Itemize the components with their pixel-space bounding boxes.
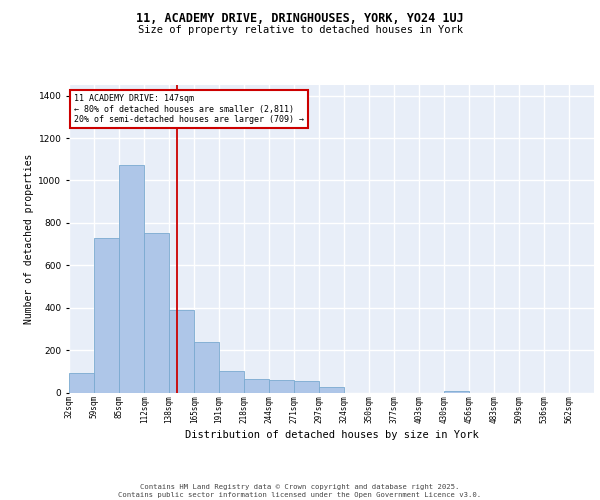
Text: Size of property relative to detached houses in York: Size of property relative to detached ho…	[137, 25, 463, 35]
Y-axis label: Number of detached properties: Number of detached properties	[24, 154, 34, 324]
Bar	[319, 387, 344, 392]
Bar	[119, 164, 144, 392]
Bar	[69, 374, 94, 392]
X-axis label: Distribution of detached houses by size in York: Distribution of detached houses by size …	[185, 430, 478, 440]
Bar	[244, 378, 269, 392]
Bar	[269, 380, 294, 392]
Bar	[194, 342, 220, 392]
Bar	[169, 310, 194, 392]
Bar	[294, 381, 319, 392]
Text: 11 ACADEMY DRIVE: 147sqm
← 80% of detached houses are smaller (2,811)
20% of sem: 11 ACADEMY DRIVE: 147sqm ← 80% of detach…	[74, 94, 304, 124]
Text: 11, ACADEMY DRIVE, DRINGHOUSES, YORK, YO24 1UJ: 11, ACADEMY DRIVE, DRINGHOUSES, YORK, YO…	[136, 12, 464, 26]
Bar	[219, 372, 244, 392]
Bar	[145, 234, 169, 392]
Bar	[94, 238, 119, 392]
Text: Contains HM Land Registry data © Crown copyright and database right 2025.
Contai: Contains HM Land Registry data © Crown c…	[118, 484, 482, 498]
